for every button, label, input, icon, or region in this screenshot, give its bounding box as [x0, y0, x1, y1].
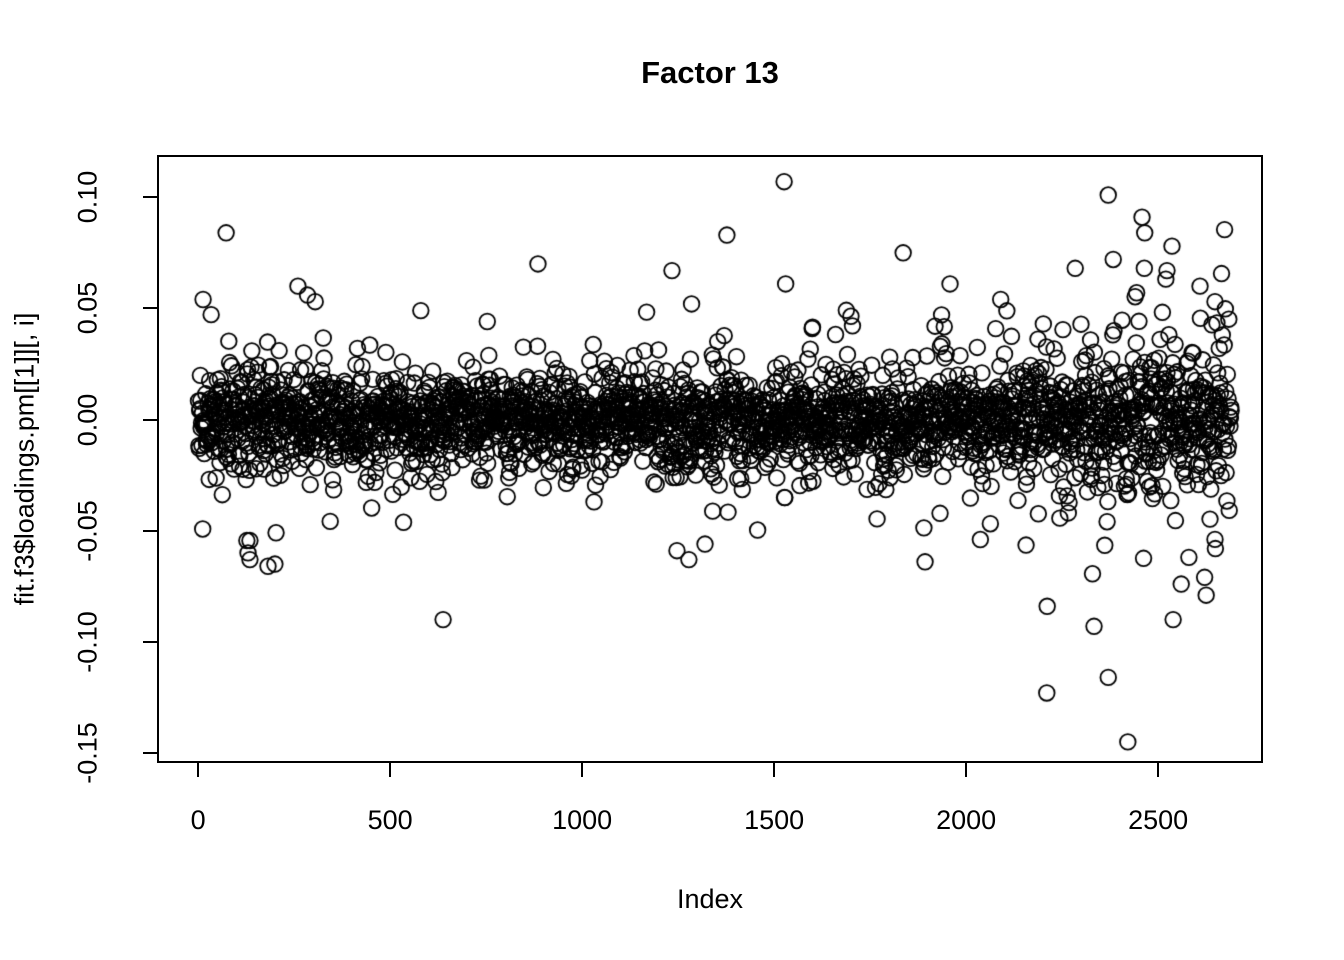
y-tick-mark — [143, 751, 157, 754]
x-tick-mark — [773, 763, 776, 777]
y-tick-label: 0.00 — [72, 393, 103, 446]
x-tick-mark — [389, 763, 392, 777]
y-tick-label: -0.15 — [72, 722, 103, 784]
x-tick-mark — [197, 763, 200, 777]
y-axis-label: fit.f3$loadings.pm[[1]][, i] — [9, 312, 40, 606]
x-tick-label: 2000 — [936, 805, 997, 835]
y-tick-label: 0.05 — [72, 282, 103, 335]
y-tick-mark — [143, 418, 157, 421]
x-tick-label: 1500 — [744, 805, 805, 835]
x-tick-mark — [965, 763, 968, 777]
x-tick-label: 2500 — [1128, 805, 1189, 835]
x-tick-label: 1000 — [552, 805, 613, 835]
y-tick-mark — [143, 307, 157, 310]
y-tick-label: -0.10 — [72, 611, 103, 673]
scatter-points-canvas — [157, 155, 1263, 763]
y-tick-mark — [143, 196, 157, 199]
y-tick-mark — [143, 529, 157, 532]
y-tick-label: 0.10 — [72, 170, 103, 224]
x-tick-mark — [1157, 763, 1160, 777]
x-tick-mark — [581, 763, 584, 777]
y-tick-mark — [143, 640, 157, 643]
x-axis-label: Index — [676, 884, 744, 914]
x-tick-label: 500 — [367, 805, 413, 835]
plot-title: Factor 13 — [641, 55, 779, 90]
x-tick-label: 0 — [190, 805, 206, 835]
y-tick-label: -0.05 — [72, 499, 103, 562]
